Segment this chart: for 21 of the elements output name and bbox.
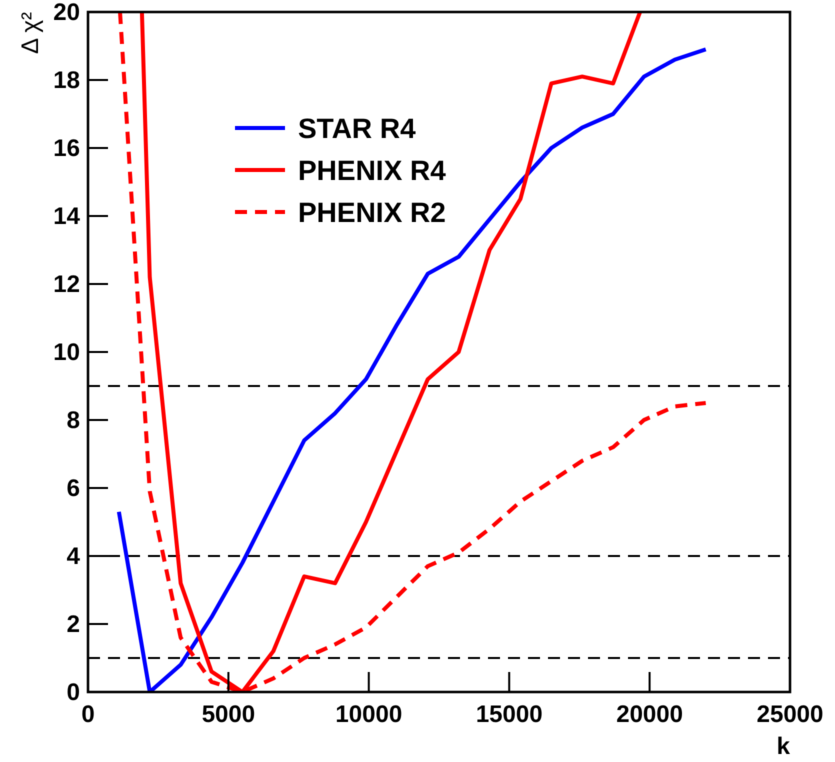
y-tick-label: 4 [66,543,81,570]
y-tick-label: 14 [53,203,81,230]
x-tick-label: 20000 [616,701,683,728]
x-tick-label: 10000 [335,701,402,728]
x-tick-label: 15000 [476,701,543,728]
legend-label: PHENIX R2 [298,197,446,228]
x-tick-label: 5000 [202,701,256,728]
y-tick-label: 18 [53,67,80,94]
x-axis-title: k [776,733,791,760]
y-tick-label: 2 [66,611,80,638]
y-tick-label: 0 [66,679,80,706]
x-tick-label: 25000 [756,701,824,728]
y-tick-label: 6 [66,475,80,502]
y-tick-label: 20 [53,0,80,26]
y-tick-label: 10 [53,339,80,366]
y-tick-label: 12 [53,271,80,298]
y-tick-label: 16 [53,135,80,162]
y-tick-label: 8 [66,407,80,434]
legend-label: PHENIX R4 [298,155,446,186]
legend-label: STAR R4 [298,113,416,144]
y-axis-title: Δ χ² [17,12,44,54]
